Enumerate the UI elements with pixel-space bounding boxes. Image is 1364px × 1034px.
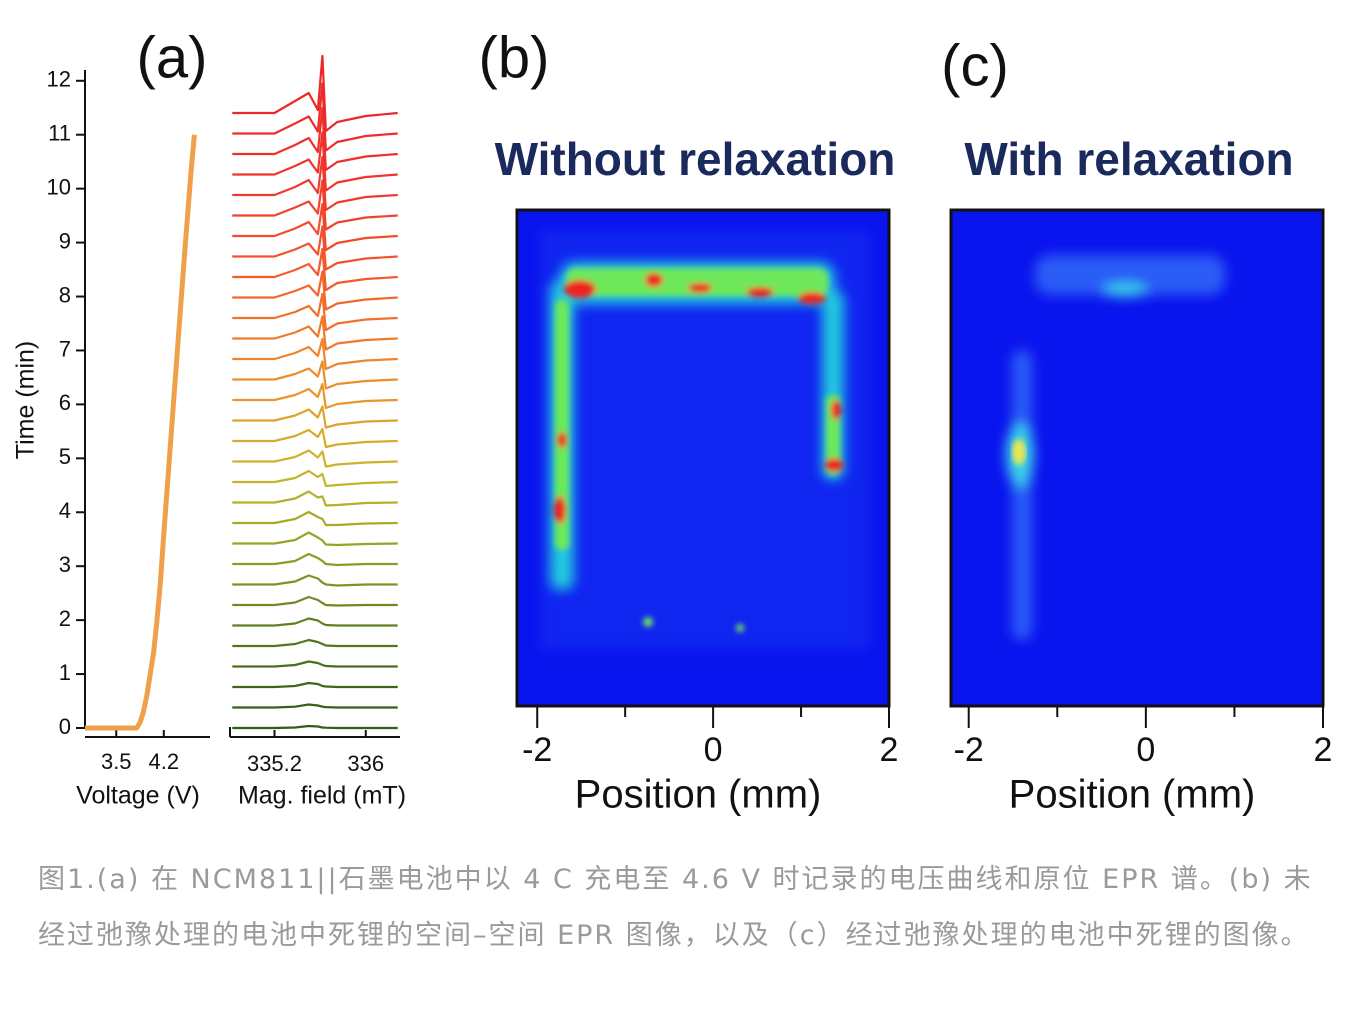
epr-spectrum (232, 202, 398, 252)
epr-spectrum (232, 510, 398, 527)
x-tick-label: 2 (1314, 731, 1333, 769)
epr-spectrum (232, 155, 398, 212)
x-axis-label: Voltage (V) (76, 782, 200, 810)
epr-spectrum (232, 225, 398, 271)
heatmap-frame (949, 208, 1325, 708)
heatmap-frame (515, 208, 891, 708)
epr-spectrum (232, 292, 398, 332)
epr-spectrum (232, 131, 398, 192)
epr-spectrum (232, 405, 398, 429)
epr-spectrum (232, 315, 398, 351)
chart-title: Without relaxation (495, 133, 896, 185)
epr-spectrum (232, 427, 398, 449)
epr-spectrum (232, 681, 398, 689)
x-tick-label: -2 (522, 731, 552, 769)
heatmap-feature (554, 268, 843, 632)
epr-spectrum (232, 179, 398, 231)
x-tick-label: -2 (954, 731, 984, 769)
epr-spectrum (232, 469, 398, 488)
epr-spectrum (232, 270, 398, 311)
heatmap-feature (1012, 439, 1026, 465)
epr-spectrum (232, 382, 398, 410)
x-axis-label: Position (mm) (1009, 773, 1256, 817)
epr-spectrum (232, 638, 398, 648)
y-tick-label: 6 (59, 390, 71, 415)
y-tick-label: 1 (59, 660, 71, 685)
y-tick-label: 7 (59, 336, 71, 361)
epr-spectrum (232, 724, 398, 730)
y-tick-label: 2 (59, 606, 71, 631)
y-tick-label: 9 (59, 228, 71, 253)
y-tick-label: 8 (59, 282, 71, 307)
y-tick-label: 4 (59, 498, 71, 523)
x-tick-label: 4.2 (149, 749, 180, 774)
epr-spectrum (232, 82, 398, 152)
x-axis-label: Mag. field (mT) (238, 782, 406, 810)
epr-spectrum (232, 703, 398, 709)
heatmap-feature (1006, 255, 1225, 640)
epr-spectrum (232, 595, 398, 607)
panel-label: (b) (479, 25, 550, 90)
x-tick-label: 0 (1136, 731, 1155, 769)
x-tick-label: 3.5 (101, 749, 132, 774)
epr-spectrum (232, 531, 398, 547)
panel-label: (c) (941, 33, 1009, 98)
epr-spectrum (232, 660, 398, 668)
y-tick-label: 11 (48, 121, 71, 146)
heatmap-image (951, 210, 1323, 706)
epr-spectrum (232, 574, 398, 587)
epr-spectrum (232, 247, 398, 292)
x-tick-label: 0 (704, 731, 723, 769)
y-axis-label: Time (min) (12, 341, 40, 460)
y-tick-label: 10 (47, 174, 71, 199)
epr-spectrum (232, 449, 398, 468)
epr-spectrum (232, 106, 398, 172)
heatmap-image (517, 210, 889, 706)
x-tick-label: 335.2 (247, 751, 302, 776)
voltage-curve (85, 134, 197, 731)
y-tick-label: 0 (59, 714, 71, 739)
y-tick-label: 5 (59, 444, 71, 469)
epr-spectrum (232, 360, 398, 390)
panel-label: (a) (137, 25, 208, 90)
y-tick-label: 3 (59, 552, 71, 577)
y-tick-label: 12 (47, 67, 71, 92)
epr-spectrum (232, 337, 398, 371)
chart-title: With relaxation (964, 133, 1293, 185)
x-axis-label: Position (mm) (575, 773, 822, 817)
x-tick-label: 336 (347, 751, 384, 776)
epr-spectrum (232, 617, 398, 627)
x-tick-label: 2 (880, 731, 899, 769)
epr-spectrum (232, 54, 398, 133)
epr-spectrum (232, 490, 398, 507)
figure-caption: 图1.(a) 在 NCM811||石墨电池中以 4 C 充电至 4.6 V 时记… (38, 864, 1313, 951)
epr-spectrum (232, 552, 398, 567)
